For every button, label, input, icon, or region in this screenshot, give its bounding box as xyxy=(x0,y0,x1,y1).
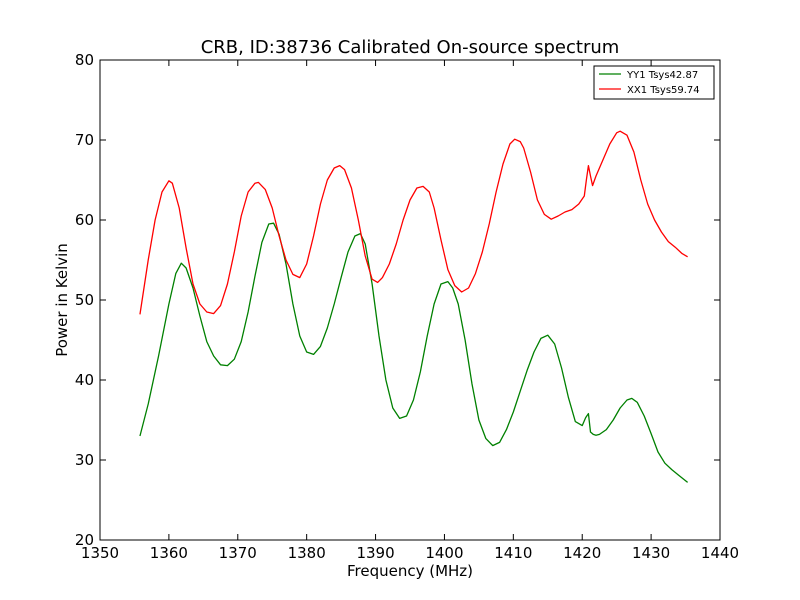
legend-label-xx1: XX1 Tsys59.74 xyxy=(627,85,700,96)
x-tick-label: 1360 xyxy=(150,544,188,562)
series-line-xx1 xyxy=(139,130,688,315)
x-tick-label: 1400 xyxy=(425,544,463,562)
x-tick-label: 1410 xyxy=(494,544,532,562)
legend-label-yy1: YY1 Tsys42.87 xyxy=(626,70,698,81)
x-axis-label: Frequency (MHz) xyxy=(347,562,473,580)
x-tick-label: 1390 xyxy=(356,544,394,562)
y-axis-label: Power in Kelvin xyxy=(53,243,71,357)
y-tick-label: 80 xyxy=(75,51,94,69)
chart-title: CRB, ID:38736 Calibrated On-source spect… xyxy=(201,37,620,58)
x-tick-label: 1380 xyxy=(288,544,326,562)
legend: YY1 Tsys42.87 XX1 Tsys59.74 xyxy=(593,65,715,100)
x-tick-label: 1440 xyxy=(701,544,739,562)
series-line-yy1 xyxy=(139,222,689,483)
y-tick-label: 70 xyxy=(75,131,94,149)
x-tick-label: 1430 xyxy=(632,544,670,562)
y-tick-label: 60 xyxy=(75,211,94,229)
legend-box xyxy=(593,65,715,100)
y-tick-label: 30 xyxy=(75,451,94,469)
plot-area: 1350 1360 1370 1380 1390 1400 1410 1420 1430 1440… xyxy=(75,51,739,562)
y-tick-label: 40 xyxy=(75,371,94,389)
y-tick-label: 50 xyxy=(75,291,94,309)
x-tick-label: 1420 xyxy=(563,544,601,562)
x-tick-label: 1350 xyxy=(81,544,119,562)
y-tick-label: 20 xyxy=(75,531,94,549)
x-tick-label: 1370 xyxy=(219,544,257,562)
